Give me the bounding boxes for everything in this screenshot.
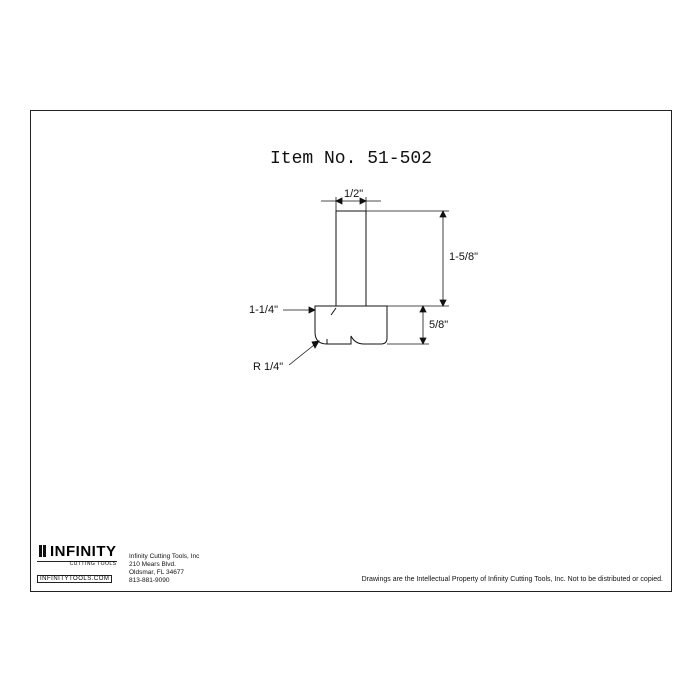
dim-cut-height: 5/8" [429,319,448,331]
dim-shank-dia: 1/2" [344,188,363,200]
dim-cut-dia: 1-1/4" [249,304,278,316]
infinity-icon [37,544,49,558]
router-bit-drawing [31,111,671,511]
drawing-frame: Item No. 51-502 [30,110,672,592]
footer-logo-block: INFINITY CUTTING TOOLS INFINITYTOOLS.COM [37,543,117,585]
footer-address: Infinity Cutting Tools, Inc 210 Mears Bl… [129,553,199,586]
brand-logo: INFINITY [37,543,117,562]
brand-site: INFINITYTOOLS.COM [37,575,112,583]
dim-radius: R 1/4" [253,361,283,373]
ip-notice: Drawings are the Intellectual Property o… [362,576,663,583]
dim-overall-len: 1-5/8" [449,251,478,263]
